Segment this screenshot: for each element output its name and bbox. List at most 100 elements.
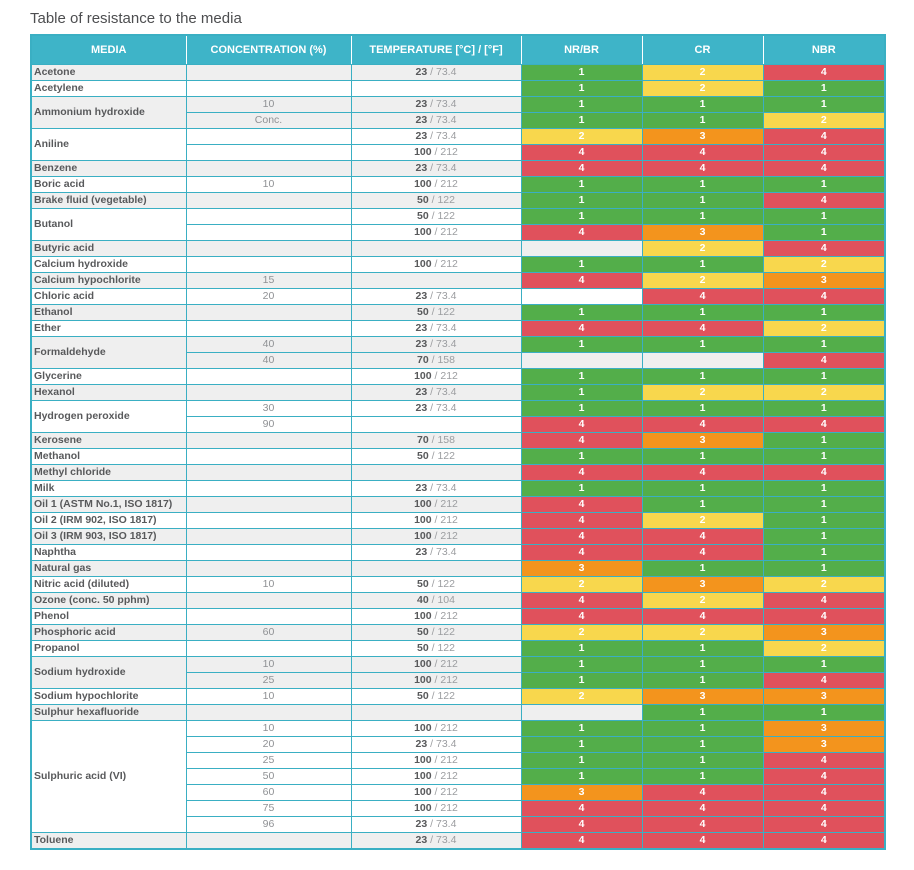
table-row: Butyric acid 2 4 bbox=[30, 240, 886, 257]
table-row: 100 / 212 4 3 1 bbox=[31, 224, 886, 241]
temperature-celsius: 100 bbox=[414, 785, 432, 798]
table-row: Acetone 23 / 73.4 1 2 4 bbox=[30, 64, 886, 81]
temperature-value: 23 / 73.4 bbox=[350, 320, 522, 337]
rating-cell-nr-br: 3 bbox=[520, 560, 643, 577]
table-row: Naphtha 23 / 73.4 4 4 1 bbox=[30, 544, 886, 561]
rating-cell-nbr: 4 bbox=[762, 128, 886, 145]
table-row: Sulphur hexafluoride 1 1 bbox=[30, 704, 886, 721]
media-name: Butyric acid bbox=[30, 240, 187, 257]
rating-cell-nr-br: 4 bbox=[520, 592, 643, 609]
concentration-value: 40 bbox=[185, 336, 352, 353]
rating-cell-cr: 1 bbox=[641, 96, 764, 113]
rating-cell-nr-br: 2 bbox=[520, 688, 643, 705]
temperature-value: 70 / 158 bbox=[350, 432, 522, 449]
header-row: MEDIA CONCENTRATION (%) TEMPERATURE [°C]… bbox=[30, 34, 886, 65]
rating-cell-cr: 3 bbox=[641, 128, 764, 145]
rating-cell-cr: 1 bbox=[641, 112, 764, 129]
temperature-fahrenheit: / 212 bbox=[431, 257, 458, 270]
media-name: Milk bbox=[30, 480, 187, 497]
table-row: Nitric acid (diluted) 10 50 / 122 2 3 2 bbox=[30, 576, 886, 593]
media-name: Ether bbox=[30, 320, 187, 337]
table-row: Oil 2 (IRM 902, ISO 1817) 100 / 212 4 2 1 bbox=[30, 512, 886, 529]
rating-cell-nbr: 4 bbox=[762, 832, 886, 850]
rating-cell-nr-br: 1 bbox=[520, 384, 643, 401]
column-header-concentration: CONCENTRATION (%) bbox=[185, 34, 352, 65]
temperature-fahrenheit: / 122 bbox=[428, 305, 455, 318]
rating-cell-nbr: 1 bbox=[762, 224, 886, 241]
rating-cell-nr-br: 2 bbox=[520, 624, 643, 641]
rating-cell-nr-br bbox=[520, 288, 643, 305]
rating-cell-nbr: 1 bbox=[762, 432, 886, 449]
temperature-fahrenheit: / 73.4 bbox=[427, 97, 457, 110]
rating-cell-nbr: 3 bbox=[762, 688, 886, 705]
rating-cell-nbr: 4 bbox=[762, 768, 886, 785]
rating-cell-nr-br: 1 bbox=[520, 720, 643, 737]
resistance-table: MEDIA CONCENTRATION (%) TEMPERATURE [°C]… bbox=[30, 34, 886, 850]
temperature-value: 50 / 122 bbox=[350, 640, 522, 657]
temperature-value: 70 / 158 bbox=[350, 352, 522, 369]
rating-cell-nr-br: 1 bbox=[520, 448, 643, 465]
rating-cell-nr-br: 1 bbox=[520, 80, 643, 97]
rating-cell-nr-br: 4 bbox=[520, 464, 643, 481]
temperature-value bbox=[350, 80, 522, 97]
rating-cell-nbr: 4 bbox=[762, 784, 886, 801]
media-name: Formaldehyde bbox=[30, 336, 187, 369]
temperature-fahrenheit: / 212 bbox=[431, 673, 458, 686]
rating-cell-cr: 2 bbox=[641, 80, 764, 97]
temperature-fahrenheit: / 212 bbox=[431, 225, 458, 238]
temperature-celsius: 23 bbox=[415, 97, 428, 110]
temperature-value: 100 / 212 bbox=[350, 528, 522, 545]
media-name: Methanol bbox=[30, 448, 187, 465]
temperature-celsius: 100 bbox=[414, 497, 432, 510]
rating-cell-nbr: 1 bbox=[762, 336, 886, 353]
media-name: Phenol bbox=[30, 608, 187, 625]
concentration-value bbox=[185, 384, 352, 401]
rating-cell-cr: 4 bbox=[641, 784, 764, 801]
temperature-celsius: 50 bbox=[417, 305, 429, 318]
temperature-celsius: 100 bbox=[414, 257, 432, 270]
rating-cell-cr: 4 bbox=[641, 288, 764, 305]
table-row: Phosphoric acid 60 50 / 122 2 2 3 bbox=[30, 624, 886, 641]
media-name: Hexanol bbox=[30, 384, 187, 401]
temperature-fahrenheit: / 212 bbox=[431, 369, 458, 382]
concentration-value: 90 bbox=[185, 416, 352, 433]
temperature-value: 50 / 122 bbox=[350, 304, 522, 321]
concentration-value: 15 bbox=[185, 272, 352, 289]
rating-cell-cr: 1 bbox=[641, 336, 764, 353]
table-row: Hexanol 23 / 73.4 1 2 2 bbox=[30, 384, 886, 401]
table-row: Ozone (conc. 50 pphm) 40 / 104 4 2 4 bbox=[30, 592, 886, 609]
concentration-value bbox=[185, 80, 352, 97]
rating-cell-cr: 1 bbox=[641, 496, 764, 513]
column-header-media: MEDIA bbox=[30, 34, 187, 65]
media-name: Oil 1 (ASTM No.1, ISO 1817) bbox=[30, 496, 187, 513]
rating-cell-nbr: 4 bbox=[762, 64, 886, 81]
concentration-value bbox=[185, 480, 352, 497]
temperature-celsius: 70 bbox=[417, 433, 429, 446]
rating-cell-cr: 1 bbox=[641, 448, 764, 465]
rating-cell-cr: 4 bbox=[641, 144, 764, 161]
concentration-value bbox=[185, 544, 352, 561]
temperature-celsius: 23 bbox=[415, 481, 428, 494]
temperature-celsius: 23 bbox=[415, 545, 428, 558]
temperature-celsius: 23 bbox=[415, 833, 428, 846]
concentration-value bbox=[185, 432, 352, 449]
rating-cell-cr: 1 bbox=[641, 304, 764, 321]
table-row: Sulphuric acid (VI) 10 100 / 212 1 1 3 bbox=[30, 720, 886, 833]
rating-cell-nr-br: 4 bbox=[520, 144, 643, 161]
media-name: Benzene bbox=[30, 160, 187, 177]
column-header-nbr: NBR bbox=[762, 34, 886, 65]
concentration-value bbox=[185, 560, 352, 577]
media-name: Sodium hydroxide bbox=[30, 656, 187, 689]
media-name: Ammonium hydroxide bbox=[30, 96, 187, 129]
rating-cell-cr: 1 bbox=[641, 672, 764, 689]
rating-cell-nr-br bbox=[520, 704, 643, 721]
rating-cell-nbr: 2 bbox=[762, 320, 886, 337]
temperature-value: 100 / 212 bbox=[350, 720, 522, 737]
concentration-value bbox=[185, 160, 352, 177]
concentration-value bbox=[185, 240, 352, 257]
temperature-celsius: 23 bbox=[415, 161, 428, 174]
concentration-value bbox=[185, 704, 352, 721]
rating-cell-cr: 2 bbox=[641, 384, 764, 401]
rating-cell-cr: 1 bbox=[641, 208, 764, 225]
temperature-celsius: 23 bbox=[415, 129, 428, 142]
